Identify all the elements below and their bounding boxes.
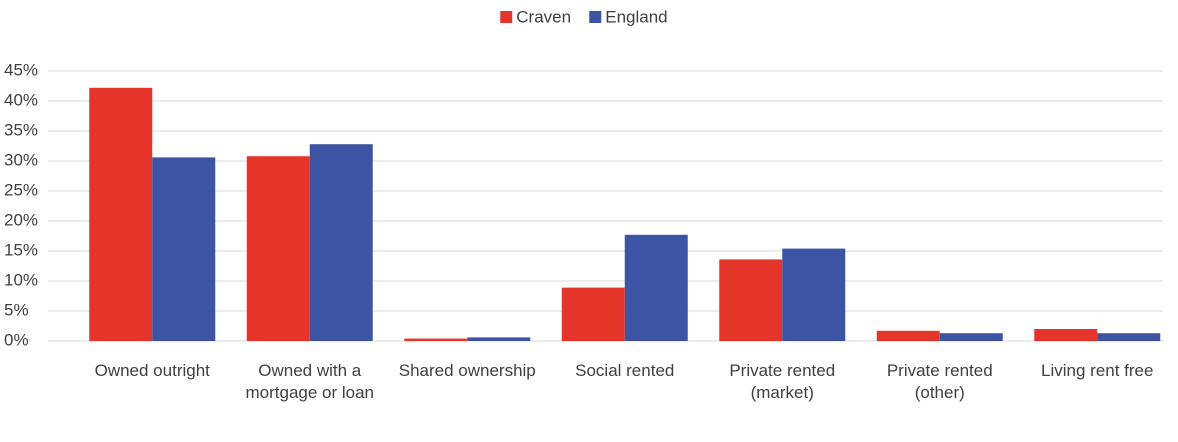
y-tick-label: 15% <box>4 240 38 259</box>
bar <box>467 337 531 341</box>
bar <box>404 338 468 341</box>
bar <box>561 287 625 341</box>
x-tick-label: Owned with a mortgage or loan <box>245 361 375 402</box>
y-tick-label: 40% <box>4 90 38 109</box>
x-tick-label: Private rented (other) <box>886 361 993 402</box>
bar <box>1097 333 1161 341</box>
bar <box>309 144 373 341</box>
legend-swatch <box>500 11 513 23</box>
bar <box>624 234 688 341</box>
y-tick-label: 10% <box>4 270 38 289</box>
y-tick-label: 25% <box>4 180 38 199</box>
legend-label: England <box>605 7 667 26</box>
y-tick-label: 30% <box>4 150 38 169</box>
bar <box>782 248 846 341</box>
x-tick-label: Owned outright <box>94 361 210 380</box>
x-tick-label: Private rented (market) <box>729 361 836 402</box>
y-tick-label: 35% <box>4 120 38 139</box>
x-tick-label: Social rented <box>575 361 675 380</box>
bar <box>1034 329 1098 341</box>
bar <box>152 157 216 341</box>
y-tick-label: 0% <box>4 330 29 349</box>
x-tick-label: Shared ownership <box>398 361 536 380</box>
bar <box>719 259 783 341</box>
y-tick-label: 45% <box>4 60 38 79</box>
bar <box>939 333 1003 341</box>
legend-label: Craven <box>516 7 571 26</box>
y-tick-label: 20% <box>4 210 38 229</box>
bar <box>876 330 940 341</box>
y-tick-label: 5% <box>4 300 29 319</box>
bar <box>246 156 310 341</box>
legend-swatch <box>589 11 602 23</box>
x-tick-label: Living rent free <box>1041 361 1154 380</box>
bar <box>89 87 153 341</box>
